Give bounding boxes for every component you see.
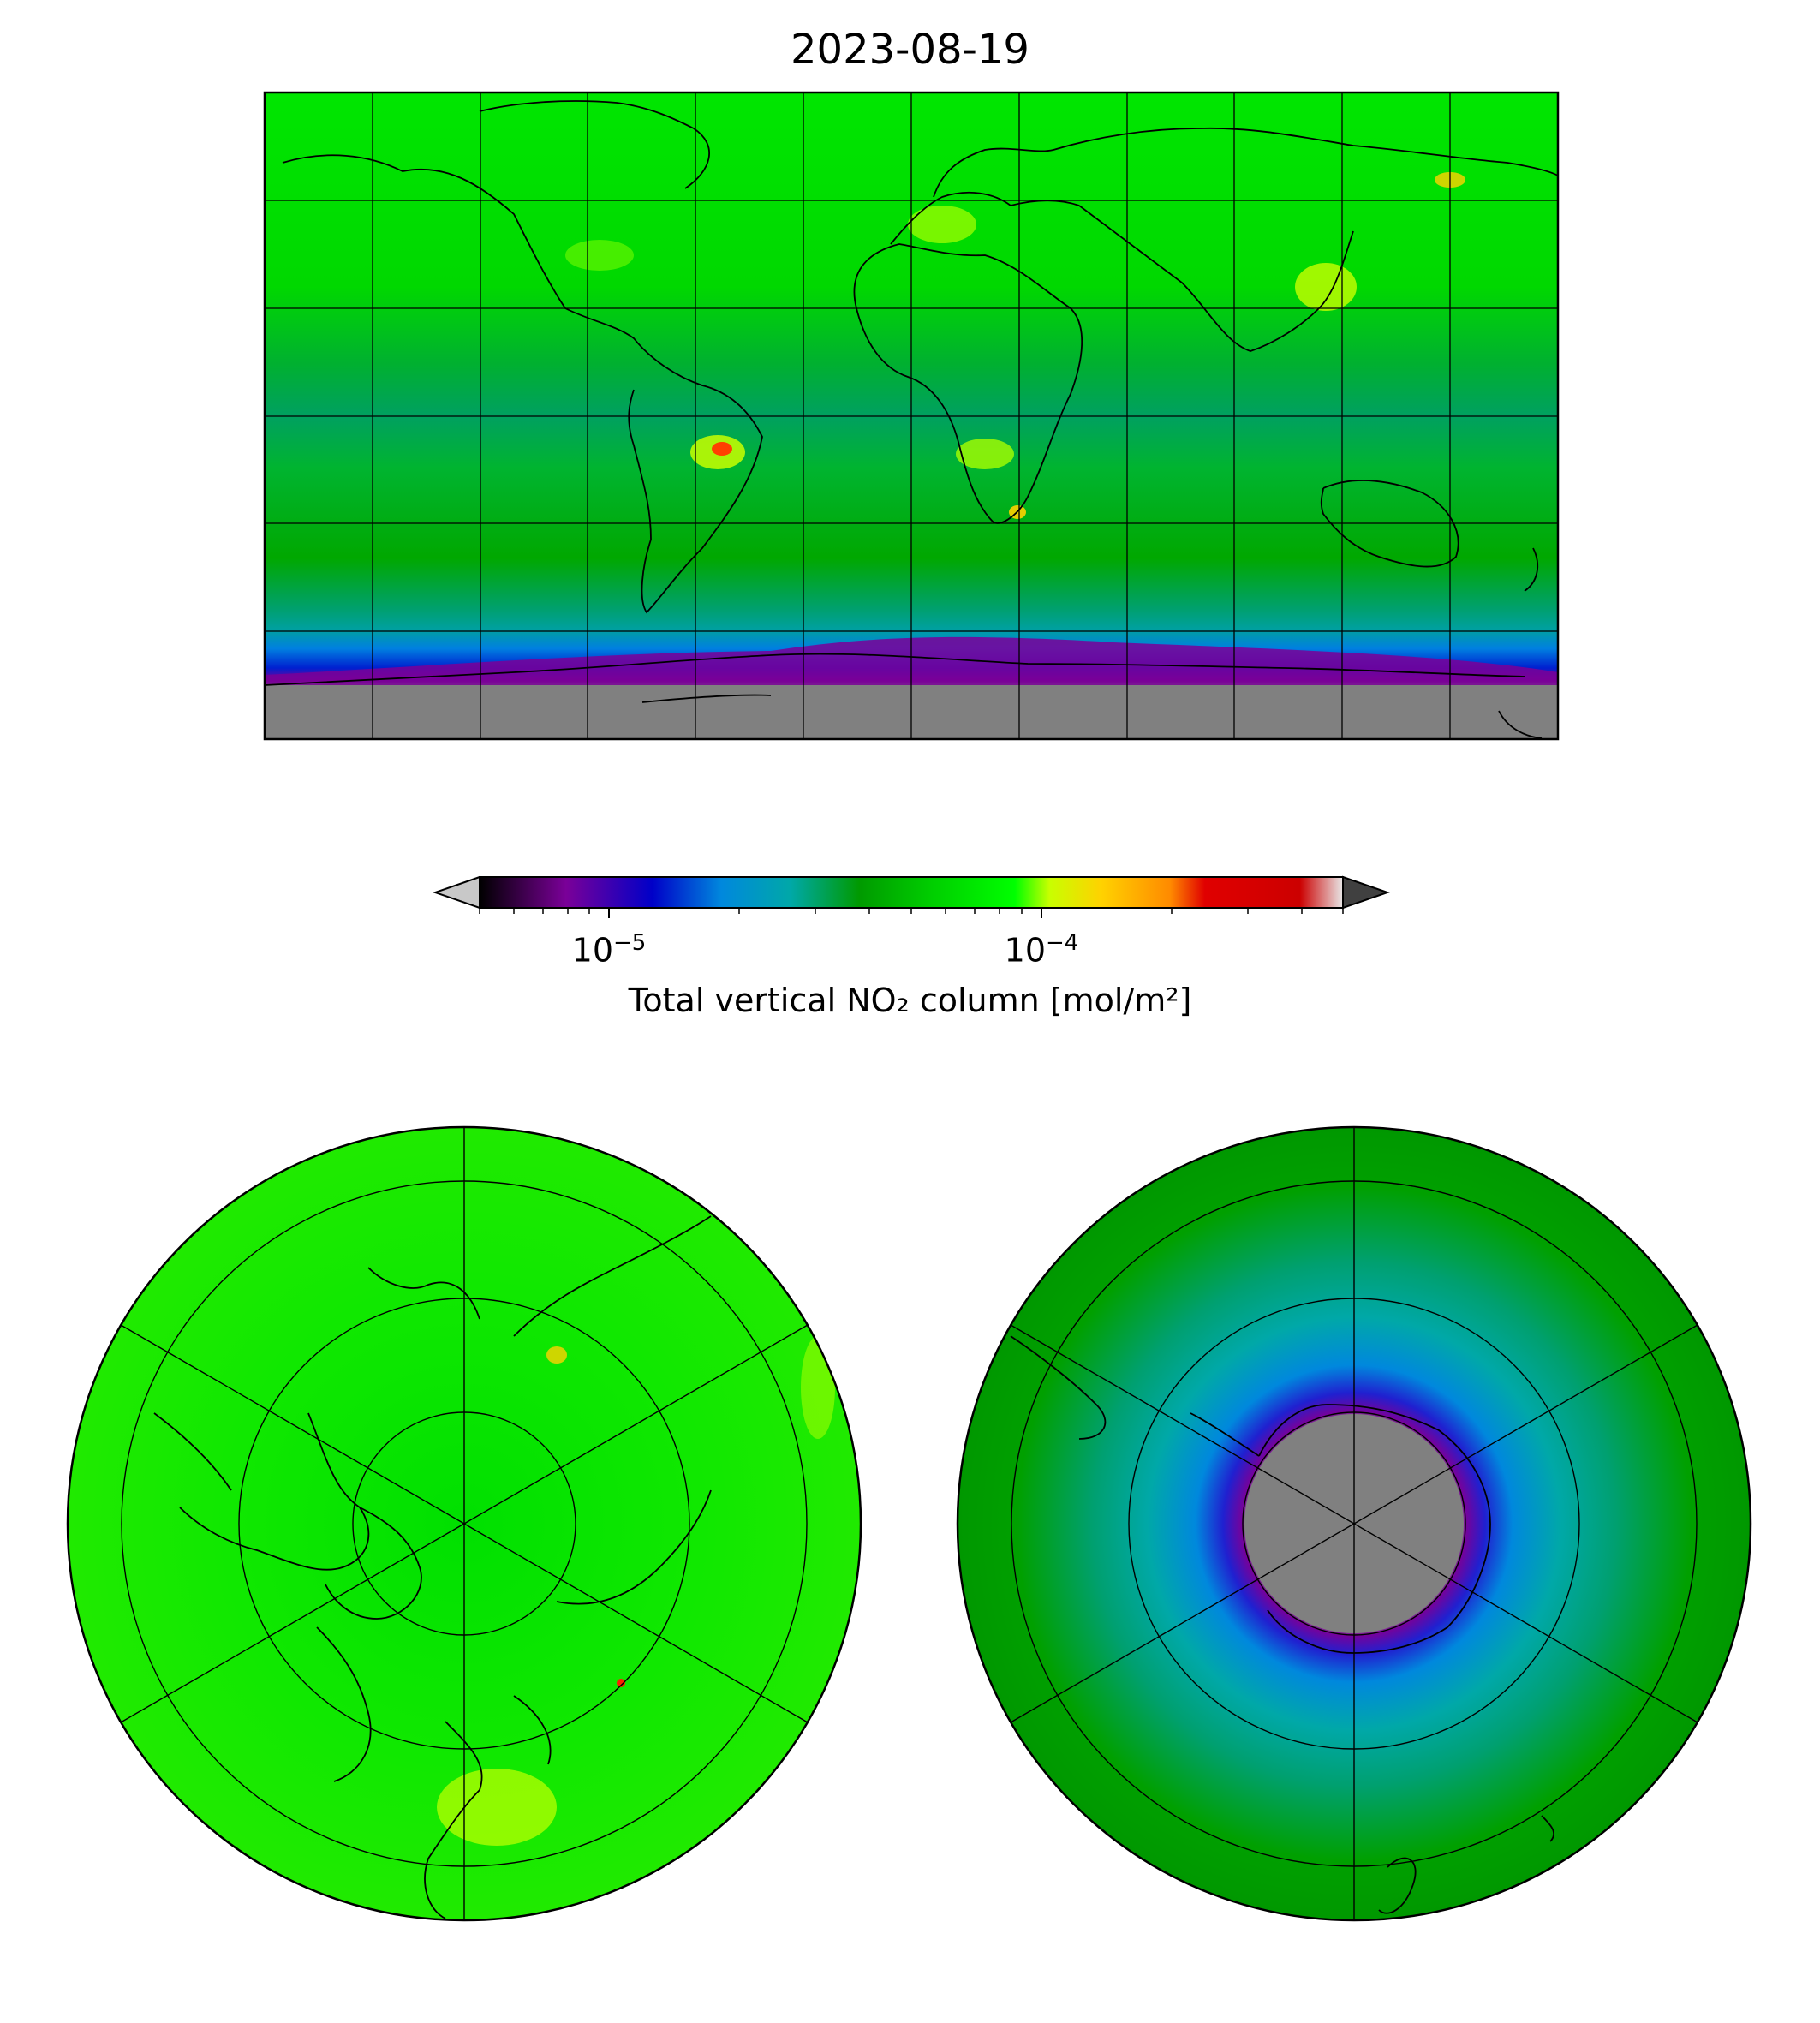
global-map — [263, 91, 1560, 741]
europe-hotspot-polar — [437, 1769, 557, 1846]
global-map-frame — [263, 91, 1560, 741]
south-coastlines — [1010, 1335, 1554, 1914]
hotspot-point — [617, 1679, 625, 1687]
south-map-frame — [956, 1125, 1752, 1922]
north-map-frame — [66, 1125, 862, 1922]
siberia-hotspot-polar — [546, 1346, 567, 1364]
south-america-hotspot-core — [712, 442, 732, 456]
north-polar-map — [66, 1125, 862, 1922]
colorbar-label: Total vertical NO₂ column [mol/m²] — [628, 982, 1192, 1019]
coastlines — [265, 100, 1558, 739]
north-america-hotspot — [565, 240, 634, 271]
colorbar-tick-label: 10−5 — [571, 930, 647, 970]
africa-hotspot — [956, 439, 1014, 469]
europe-hotspot — [908, 206, 976, 243]
north-graticule — [120, 1127, 809, 1920]
map-title: 2023-08-19 — [791, 26, 1029, 74]
south-graticule — [1010, 1127, 1698, 1920]
colorbar-over-extension — [1342, 875, 1391, 910]
global-gridlines — [265, 92, 1558, 739]
south-polar-map — [956, 1125, 1752, 1922]
colorbar-minor-ticks — [479, 908, 1344, 914]
colorbar-under-extension — [432, 875, 480, 910]
colorbar-tick-label: 10−4 — [1004, 930, 1079, 970]
colorbar-gradient — [479, 876, 1344, 909]
east-asia-edge — [801, 1336, 835, 1439]
colorbar — [432, 875, 1391, 918]
east-asia-hotspot — [1295, 263, 1357, 311]
